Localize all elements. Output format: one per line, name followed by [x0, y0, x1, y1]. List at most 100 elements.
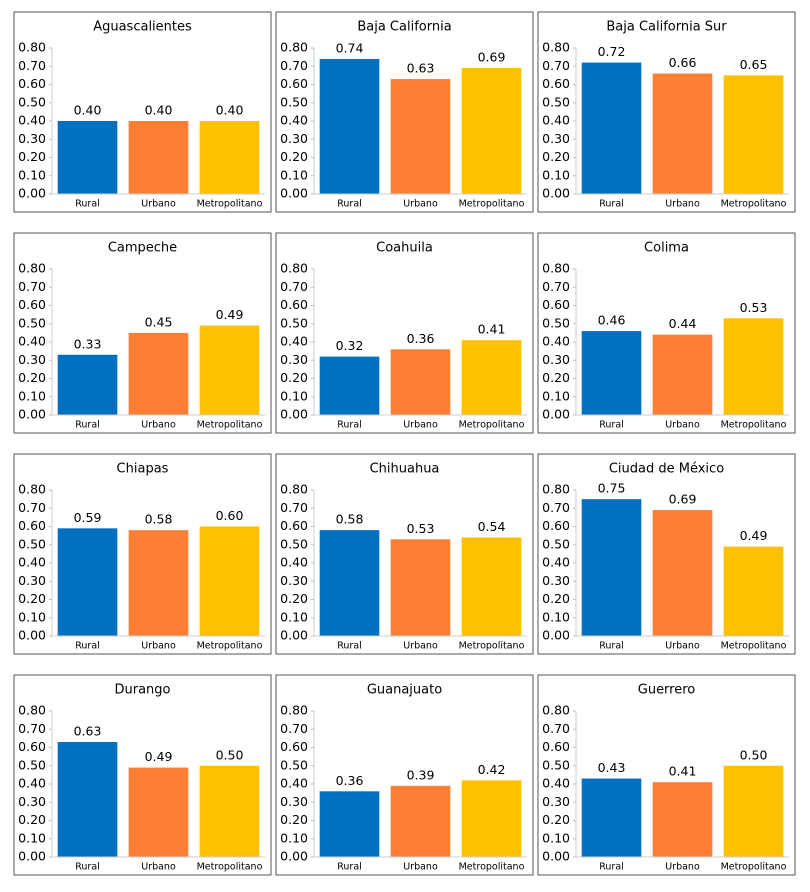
chart-title: Guanajuato: [367, 683, 442, 698]
y-tick-label: 0.80: [280, 40, 308, 55]
value-label: 0.66: [669, 55, 697, 70]
y-tick-label: 0.50: [542, 315, 570, 330]
y-tick-label: 0.70: [542, 58, 570, 73]
value-label: 0.69: [669, 492, 697, 507]
bar: [581, 331, 642, 415]
bar: [319, 530, 380, 636]
x-tick-label: Urbano: [403, 199, 438, 210]
y-tick-label: 0.20: [542, 149, 570, 164]
y-tick-label: 0.10: [542, 830, 570, 845]
bar: [390, 539, 451, 636]
x-tick-label: Rural: [599, 199, 624, 210]
y-tick-label: 0.80: [18, 703, 46, 718]
value-label: 0.36: [407, 331, 435, 346]
y-tick-label: 0.70: [280, 500, 308, 515]
x-tick-label: Rural: [75, 199, 100, 210]
y-tick-label: 0.30: [18, 131, 46, 146]
x-tick-label: Urbano: [141, 641, 176, 652]
x-tick-label: Urbano: [403, 862, 438, 873]
y-tick-label: 0.50: [18, 315, 46, 330]
bar: [461, 537, 522, 636]
value-label: 0.40: [216, 103, 244, 118]
y-tick-label: 0.40: [18, 776, 46, 791]
y-tick-label: 0.00: [18, 628, 46, 643]
value-label: 0.41: [478, 322, 506, 337]
x-tick-label: Metropolitano: [721, 420, 787, 431]
panel-border: [275, 11, 534, 213]
x-tick-label: Metropolitano: [459, 862, 525, 873]
value-label: 0.53: [407, 521, 435, 536]
y-tick-label: 0.30: [280, 794, 308, 809]
x-tick-label: Metropolitano: [721, 862, 787, 873]
value-label: 0.33: [74, 336, 102, 351]
bar: [319, 58, 380, 195]
y-tick-label: 0.20: [280, 591, 308, 606]
bar: [199, 325, 260, 415]
y-tick-label: 0.50: [542, 536, 570, 551]
y-tick-label: 0.30: [542, 794, 570, 809]
panel-border: [537, 674, 796, 876]
y-tick-label: 0.70: [18, 721, 46, 736]
x-tick-label: Rural: [337, 862, 362, 873]
value-label: 0.50: [216, 747, 244, 762]
panel-border: [13, 674, 272, 876]
bar: [390, 349, 451, 415]
y-tick-label: 0.80: [542, 261, 570, 276]
y-tick-label: 0.70: [542, 721, 570, 736]
x-tick-label: Metropolitano: [459, 641, 525, 652]
y-tick-label: 0.80: [280, 482, 308, 497]
bar: [390, 785, 451, 857]
y-tick-label: 0.20: [18, 149, 46, 164]
y-tick-label: 0.50: [542, 757, 570, 772]
y-tick-label: 0.20: [542, 591, 570, 606]
x-tick-label: Metropolitano: [197, 420, 263, 431]
y-tick-label: 0.20: [18, 370, 46, 385]
y-tick-label: 0.30: [542, 573, 570, 588]
x-tick-label: Urbano: [665, 199, 700, 210]
y-tick-label: 0.00: [542, 849, 570, 864]
y-tick-label: 0.30: [18, 794, 46, 809]
y-tick-label: 0.80: [18, 261, 46, 276]
x-tick-label: Metropolitano: [197, 199, 263, 210]
y-tick-label: 0.60: [18, 518, 46, 533]
chart-title: Baja California: [357, 20, 451, 35]
y-tick-label: 0.00: [18, 849, 46, 864]
value-label: 0.74: [336, 40, 364, 55]
value-label: 0.53: [740, 300, 768, 315]
bar: [461, 68, 522, 194]
y-tick-label: 0.40: [18, 555, 46, 570]
value-label: 0.43: [598, 760, 626, 775]
bar: [199, 765, 260, 857]
y-tick-label: 0.70: [18, 500, 46, 515]
value-label: 0.65: [740, 57, 768, 72]
x-tick-label: Urbano: [403, 641, 438, 652]
y-tick-label: 0.70: [542, 500, 570, 515]
bar: [581, 778, 642, 857]
y-tick-label: 0.60: [280, 297, 308, 312]
bar: [57, 742, 118, 857]
bar: [461, 340, 522, 415]
bar: [652, 510, 713, 636]
y-tick-label: 0.50: [280, 757, 308, 772]
bar: [319, 791, 380, 857]
value-label: 0.44: [669, 316, 697, 331]
value-label: 0.39: [407, 767, 435, 782]
bar: [723, 765, 784, 857]
y-tick-label: 0.60: [542, 518, 570, 533]
value-label: 0.49: [740, 528, 768, 543]
x-tick-label: Rural: [599, 862, 624, 873]
y-tick-label: 0.00: [542, 628, 570, 643]
chart-title: Chiapas: [117, 462, 169, 477]
bar: [57, 121, 118, 194]
y-tick-label: 0.50: [280, 94, 308, 109]
value-label: 0.63: [407, 61, 435, 76]
y-tick-label: 0.20: [280, 812, 308, 827]
y-tick-label: 0.40: [542, 334, 570, 349]
bar: [128, 530, 189, 636]
x-tick-label: Rural: [599, 641, 624, 652]
bar: [390, 79, 451, 194]
bar: [652, 334, 713, 415]
y-tick-label: 0.20: [18, 812, 46, 827]
panel-border: [13, 453, 272, 655]
